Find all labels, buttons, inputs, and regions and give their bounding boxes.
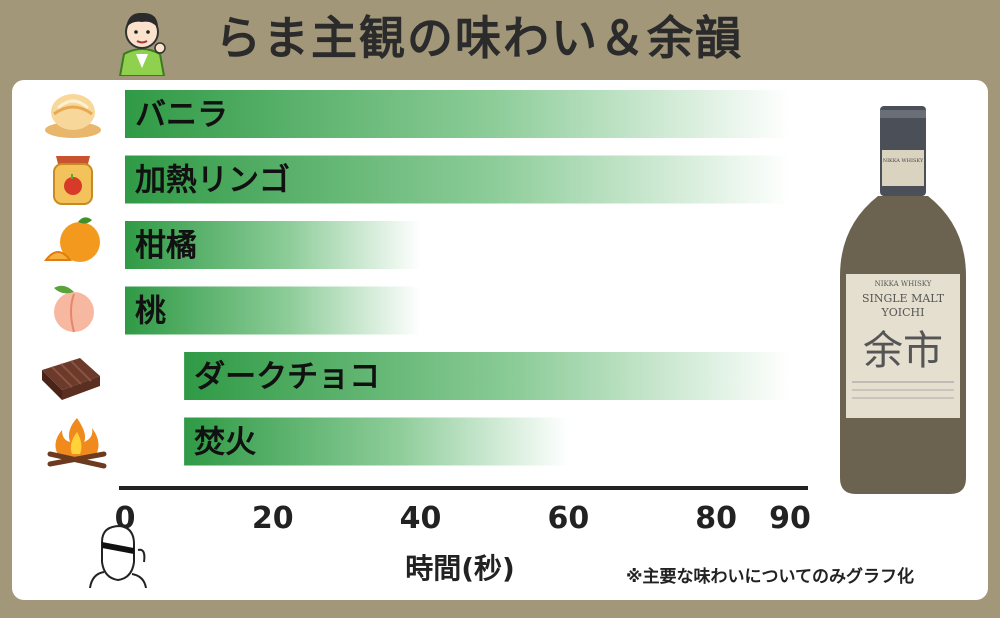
x-tick-1: 20 [252, 501, 294, 536]
bar-3 [125, 286, 421, 335]
bottle-line1: SINGLE MALT [862, 292, 945, 305]
bottle-brand: NIKKA WHISKY [875, 280, 932, 288]
peach-icon [54, 285, 94, 333]
orange-icon [43, 217, 100, 262]
bar-label-3: 桃 [135, 294, 166, 330]
bar-label-1: 加熱リンゴ [135, 163, 290, 199]
footnote: ※主要な味わいについてのみグラフ化 [626, 567, 915, 587]
bonfire-icon [47, 418, 107, 469]
bottle-kanji: 余市 [863, 328, 943, 374]
bar-label-5: 焚火 [194, 425, 256, 461]
sunglasses-face-icon [89, 524, 147, 588]
whisky-bottle-image: NIKKA WHISKY NIKKA WHISKY SINGLE MALT YO… [840, 106, 966, 494]
vanilla-ice-cream-icon [45, 94, 101, 138]
bar-label-4: ダークチョコ [194, 359, 380, 395]
x-axis-label: 時間(秒) [405, 552, 515, 585]
x-tick-4: 80 [695, 501, 737, 536]
author-avatar-icon [118, 12, 166, 76]
apple-jam-jar-icon [53, 156, 93, 205]
bottle-neck-brand: NIKKA WHISKY [883, 158, 924, 164]
bar-label-0: バニラ [135, 97, 228, 133]
page-title: らま主観の味わい＆余韻 [215, 11, 743, 65]
bar-1 [125, 155, 790, 204]
bar-4 [184, 352, 791, 400]
title-bar: らま主観の味わい＆余韻 [0, 0, 1000, 78]
bar-5 [184, 417, 569, 466]
x-tick-5: 90 [769, 501, 811, 536]
bar-2 [125, 221, 421, 269]
bottle-line2: YOICHI [881, 306, 925, 319]
bar-label-2: 柑橘 [135, 228, 197, 264]
bar-0 [125, 90, 790, 138]
x-tick-2: 40 [400, 501, 442, 536]
x-tick-3: 60 [547, 501, 589, 536]
chocolate-icon [42, 358, 100, 400]
